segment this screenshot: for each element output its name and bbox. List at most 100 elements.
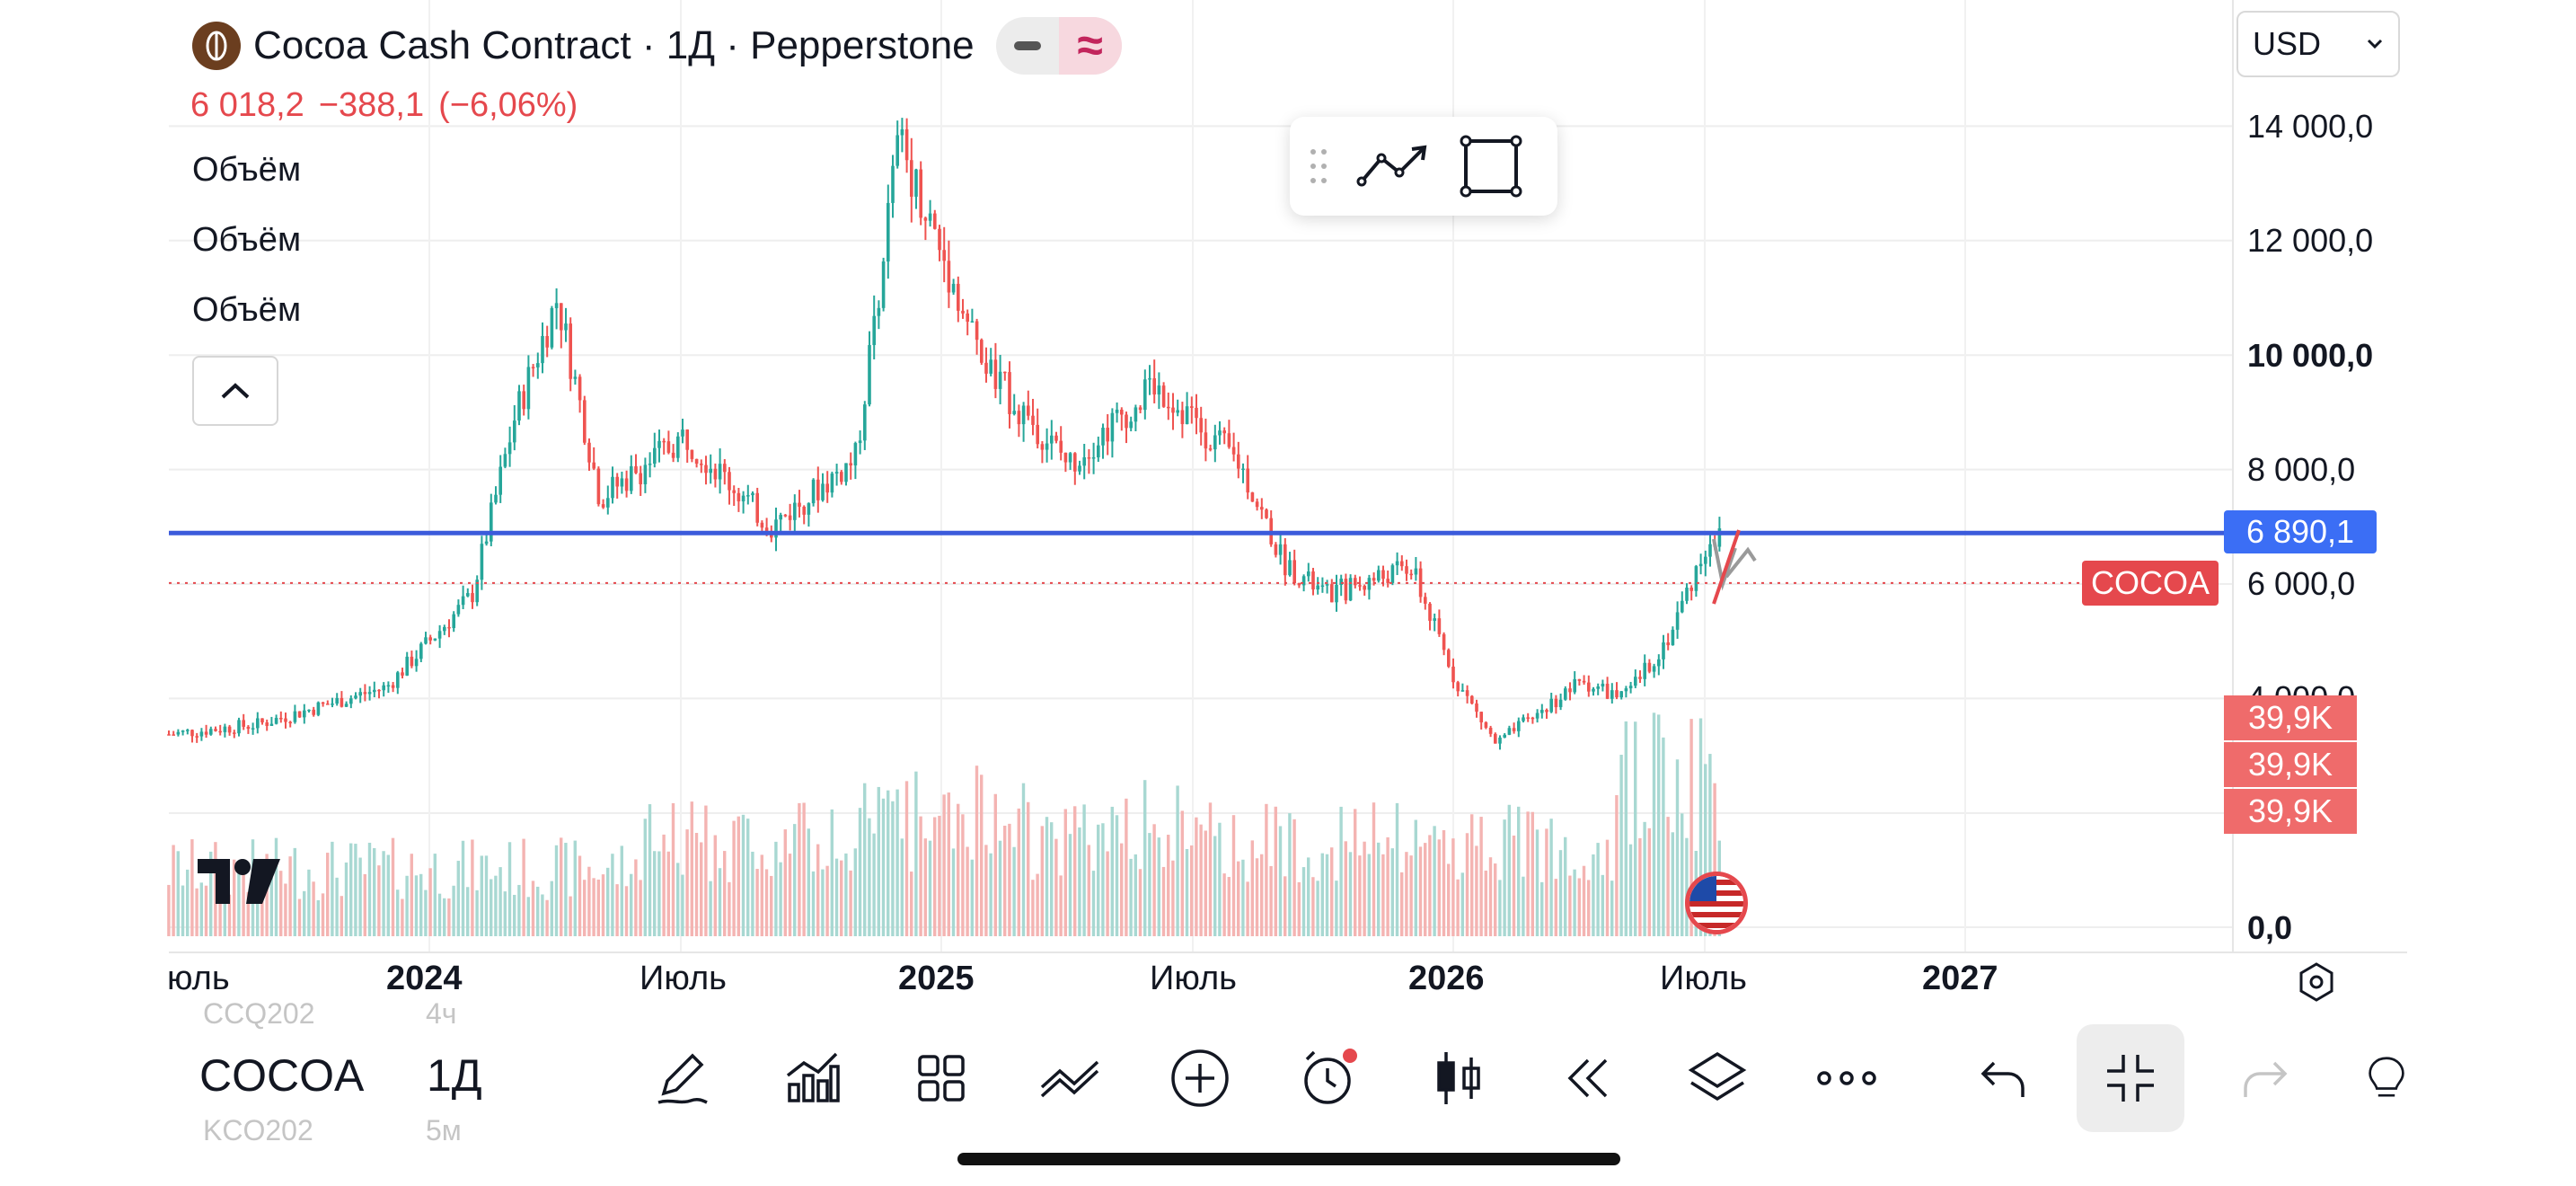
candle-body [1087,456,1091,459]
candle-body [849,463,852,466]
add-button[interactable] [1155,1033,1245,1123]
candle-body [1148,378,1151,380]
candle-body [1503,734,1506,738]
trend-line-icon[interactable] [1356,142,1432,190]
market-status-pill[interactable]: ≈ [995,17,1122,75]
candle-body [1348,578,1353,601]
candle-body [709,468,712,474]
drawing-tools-button[interactable] [638,1033,728,1123]
volume-bar [545,899,549,936]
volume-bar [1311,877,1315,936]
volume-bar [1199,824,1203,936]
candle-body [615,476,619,487]
volume-bar [1549,819,1553,936]
candle-body [751,492,754,496]
candle-body [811,479,816,504]
volume-bar [176,851,180,936]
collapse-indicators-button[interactable] [192,356,278,426]
horizontal-line-price-tag[interactable]: 6 890,1 [2224,510,2377,553]
candle-body [634,465,638,474]
volume-bar [340,896,343,936]
volume-bar [1027,801,1030,936]
candle-body [513,420,516,443]
price-axis-label: 10 000,0 [2247,337,2374,374]
candle-body [1167,406,1170,409]
symbol-title[interactable]: Cocoa Cash Contract · 1Д · Pepperstone [253,23,975,67]
volume-bar [1424,843,1427,936]
candle-body [1475,703,1478,712]
volume-bar [583,880,587,936]
indicators-button[interactable] [767,1033,857,1123]
volume-bar [1091,871,1096,936]
candles [167,118,1722,750]
timeframe-selector[interactable]: 1Д [427,1050,482,1101]
layout-button[interactable] [896,1033,986,1123]
volume-bar [260,877,264,936]
volume-bar [1288,813,1292,936]
candle-body [227,726,232,733]
volume-bar [951,848,956,936]
volume-bar [1068,834,1072,936]
candle-body [1292,560,1296,583]
volume-bar [666,851,670,936]
volume-bar [573,840,577,936]
volume-bar [1577,878,1581,936]
currency-select[interactable]: USD [2236,11,2400,77]
alerts-button[interactable] [1284,1033,1374,1123]
more-button[interactable] [1802,1033,1892,1123]
us-flag-icon[interactable] [1685,872,1748,934]
chart-type-button[interactable] [1414,1033,1504,1123]
candle-body [186,730,190,731]
volume-bar [802,802,806,936]
undo-button[interactable] [1956,1033,2046,1123]
candle-body [933,213,937,229]
volume-bar [1460,872,1464,936]
volume-bar [1573,869,1576,936]
indicator-label-volume[interactable]: Объём [192,291,302,329]
volume-bar [989,853,992,936]
candle-body [475,580,479,603]
volume-bar [1036,873,1039,936]
volume-bar [1152,824,1156,936]
candle-body [694,458,699,465]
candle-body [1587,682,1591,692]
volume-bar [770,875,773,936]
candle-body [858,440,862,444]
indicator-label-volume[interactable]: Объём [192,221,302,259]
replay-button[interactable] [1543,1033,1633,1123]
volume-bar [269,877,273,936]
compare-button[interactable] [1026,1033,1116,1123]
candle-body [881,261,886,308]
candle-body [788,515,792,520]
candle-body [269,723,274,726]
volume-bar [1558,850,1563,936]
drag-handle-icon[interactable] [1308,146,1329,186]
candle-body [1704,556,1707,564]
volume-bar [391,837,395,936]
candle-body [1115,409,1119,413]
candle-body [895,135,899,166]
ideas-button[interactable] [2366,1033,2407,1123]
candle-body [685,429,689,450]
volume-bar [1503,819,1506,936]
exit-fullscreen-button[interactable] [2077,1024,2184,1132]
volume-bar [1592,854,1595,936]
floating-drawing-toolbar[interactable] [1290,117,1557,216]
volume-bar [475,890,479,936]
price-axis-label: 14 000,0 [2247,108,2374,145]
redo-button[interactable] [2222,1033,2312,1123]
candle-body [993,359,998,389]
indicator-label-volume[interactable]: Объём [192,151,302,189]
candle-body [1101,428,1105,446]
price-axis-label: 12 000,0 [2247,222,2374,259]
candle-body [349,698,353,704]
symbol-selector[interactable]: COCOA [199,1050,365,1101]
volume-bar [1367,854,1371,936]
rectangle-icon[interactable] [1459,134,1523,199]
settings-icon[interactable] [2296,961,2337,1003]
object-tree-button[interactable] [1672,1033,1762,1123]
candle-body [1531,717,1535,720]
tradingview-logo[interactable] [198,859,280,908]
